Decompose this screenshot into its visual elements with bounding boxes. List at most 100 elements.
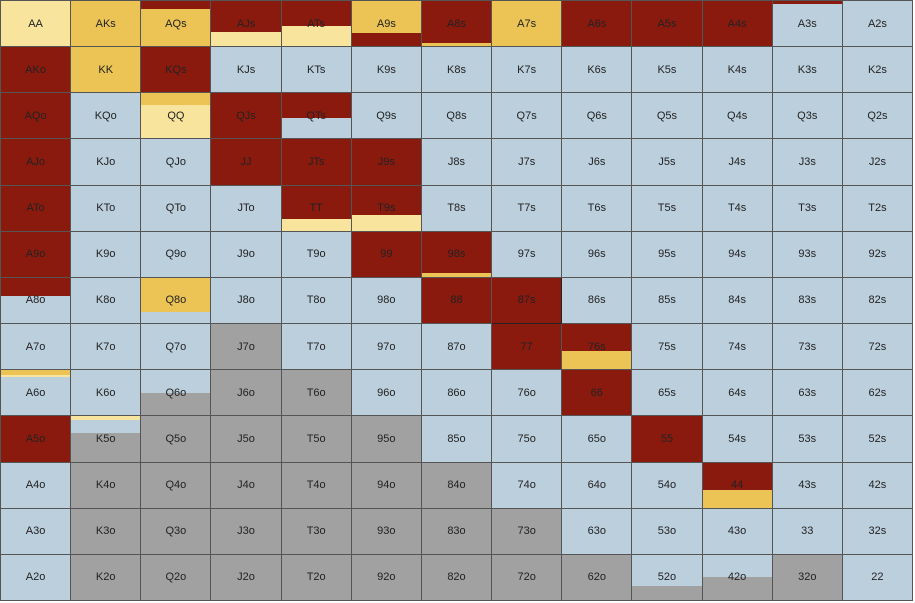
hand-cell-t6o[interactable]: T6o — [281, 370, 352, 417]
hand-cell-j4o[interactable]: J4o — [211, 462, 282, 509]
hand-cell-k4s[interactable]: K4s — [702, 47, 773, 94]
hand-cell-t4o[interactable]: T4o — [281, 462, 352, 509]
hand-cell-qjo[interactable]: QJo — [141, 139, 212, 186]
hand-cell-q6o[interactable]: Q6o — [141, 370, 212, 417]
hand-cell-98o[interactable]: 98o — [351, 277, 422, 325]
hand-cell-62o[interactable]: 62o — [562, 554, 633, 601]
hand-cell-j5o[interactable]: J5o — [211, 416, 282, 463]
hand-cell-75s[interactable]: 75s — [632, 324, 703, 371]
hand-cell-54s[interactable]: 54s — [702, 416, 773, 463]
hand-cell-t5o[interactable]: T5o — [281, 416, 352, 463]
hand-cell-kts[interactable]: KTs — [281, 47, 352, 94]
hand-cell-t6s[interactable]: T6s — [562, 185, 633, 232]
hand-cell-k4o[interactable]: K4o — [71, 462, 142, 509]
hand-cell-85s[interactable]: 85s — [632, 277, 703, 325]
hand-cell-53s[interactable]: 53s — [772, 416, 843, 463]
hand-cell-75o[interactable]: 75o — [492, 416, 563, 463]
hand-cell-a9s[interactable]: A9s — [351, 1, 422, 48]
hand-cell-aqs[interactable]: AQs — [141, 1, 212, 48]
hand-cell-a4s[interactable]: A4s — [702, 1, 773, 48]
hand-cell-82o[interactable]: 82o — [421, 554, 493, 601]
hand-cell-83s[interactable]: 83s — [772, 277, 843, 325]
hand-cell-k8s[interactable]: K8s — [421, 47, 493, 94]
hand-cell-aqo[interactable]: AQo — [1, 93, 72, 140]
hand-cell-43o[interactable]: 43o — [702, 508, 773, 555]
hand-cell-q7s[interactable]: Q7s — [492, 93, 563, 140]
hand-cell-52s[interactable]: 52s — [842, 416, 913, 463]
hand-cell-63s[interactable]: 63s — [772, 370, 843, 417]
hand-cell-88[interactable]: 88 — [421, 277, 493, 325]
hand-cell-52o[interactable]: 52o — [632, 554, 703, 601]
hand-cell-j9o[interactable]: J9o — [211, 231, 282, 278]
hand-cell-t3s[interactable]: T3s — [772, 185, 843, 232]
hand-cell-kjo[interactable]: KJo — [71, 139, 142, 186]
hand-cell-q5s[interactable]: Q5s — [632, 93, 703, 140]
hand-cell-42o[interactable]: 42o — [702, 554, 773, 601]
hand-cell-t2o[interactable]: T2o — [281, 554, 352, 601]
hand-cell-qq[interactable]: QQ — [141, 93, 212, 140]
hand-cell-a5s[interactable]: A5s — [632, 1, 703, 48]
hand-cell-a3s[interactable]: A3s — [772, 1, 843, 48]
hand-cell-66[interactable]: 66 — [562, 370, 633, 417]
hand-cell-j5s[interactable]: J5s — [632, 139, 703, 186]
hand-cell-kqo[interactable]: KQo — [71, 93, 142, 140]
hand-cell-54o[interactable]: 54o — [632, 462, 703, 509]
hand-cell-ako[interactable]: AKo — [1, 47, 72, 94]
hand-cell-k8o[interactable]: K8o — [71, 277, 142, 325]
hand-cell-q7o[interactable]: Q7o — [141, 324, 212, 371]
hand-cell-tt[interactable]: TT — [281, 185, 352, 232]
hand-cell-qto[interactable]: QTo — [141, 185, 212, 232]
hand-cell-92s[interactable]: 92s — [842, 231, 913, 278]
hand-cell-t7o[interactable]: T7o — [281, 324, 352, 371]
hand-cell-43s[interactable]: 43s — [772, 462, 843, 509]
hand-cell-q9s[interactable]: Q9s — [351, 93, 422, 140]
hand-cell-a7o[interactable]: A7o — [1, 324, 72, 371]
hand-cell-t9s[interactable]: T9s — [351, 185, 422, 232]
hand-cell-a9o[interactable]: A9o — [1, 231, 72, 278]
hand-cell-j9s[interactable]: J9s — [351, 139, 422, 186]
hand-cell-86s[interactable]: 86s — [562, 277, 633, 325]
hand-cell-a8s[interactable]: A8s — [421, 1, 493, 48]
hand-cell-44[interactable]: 44 — [702, 462, 773, 509]
hand-cell-76s[interactable]: 76s — [562, 324, 633, 371]
hand-cell-93o[interactable]: 93o — [351, 508, 422, 555]
hand-cell-a6o[interactable]: A6o — [1, 370, 72, 417]
hand-cell-q4s[interactable]: Q4s — [702, 93, 773, 140]
hand-cell-t9o[interactable]: T9o — [281, 231, 352, 278]
hand-cell-95o[interactable]: 95o — [351, 416, 422, 463]
hand-cell-k5s[interactable]: K5s — [632, 47, 703, 94]
hand-cell-65o[interactable]: 65o — [562, 416, 633, 463]
hand-cell-64o[interactable]: 64o — [562, 462, 633, 509]
hand-cell-63o[interactable]: 63o — [562, 508, 633, 555]
hand-cell-q4o[interactable]: Q4o — [141, 462, 212, 509]
hand-cell-k6o[interactable]: K6o — [71, 370, 142, 417]
hand-cell-q3o[interactable]: Q3o — [141, 508, 212, 555]
hand-cell-t2s[interactable]: T2s — [842, 185, 913, 232]
hand-cell-aks[interactable]: AKs — [71, 1, 142, 48]
hand-cell-a6s[interactable]: A6s — [562, 1, 633, 48]
hand-cell-k2o[interactable]: K2o — [71, 554, 142, 601]
hand-cell-k5o[interactable]: K5o — [71, 416, 142, 463]
hand-cell-jts[interactable]: JTs — [281, 139, 352, 186]
hand-cell-j6s[interactable]: J6s — [562, 139, 633, 186]
hand-cell-kto[interactable]: KTo — [71, 185, 142, 232]
hand-cell-84o[interactable]: 84o — [421, 462, 493, 509]
hand-cell-97s[interactable]: 97s — [492, 231, 563, 278]
hand-cell-t7s[interactable]: T7s — [492, 185, 563, 232]
hand-cell-q9o[interactable]: Q9o — [141, 231, 212, 278]
hand-cell-q5o[interactable]: Q5o — [141, 416, 212, 463]
hand-cell-k9s[interactable]: K9s — [351, 47, 422, 94]
hand-cell-a2o[interactable]: A2o — [1, 554, 72, 601]
hand-cell-ats[interactable]: ATs — [281, 1, 352, 48]
hand-cell-a2s[interactable]: A2s — [842, 1, 913, 48]
hand-cell-94o[interactable]: 94o — [351, 462, 422, 509]
hand-cell-92o[interactable]: 92o — [351, 554, 422, 601]
hand-cell-q8o[interactable]: Q8o — [141, 277, 212, 325]
hand-cell-q2o[interactable]: Q2o — [141, 554, 212, 601]
hand-cell-55[interactable]: 55 — [632, 416, 703, 463]
hand-cell-j8s[interactable]: J8s — [421, 139, 493, 186]
hand-cell-k7o[interactable]: K7o — [71, 324, 142, 371]
hand-cell-j7o[interactable]: J7o — [211, 324, 282, 371]
hand-cell-62s[interactable]: 62s — [842, 370, 913, 417]
hand-cell-77[interactable]: 77 — [492, 324, 563, 371]
